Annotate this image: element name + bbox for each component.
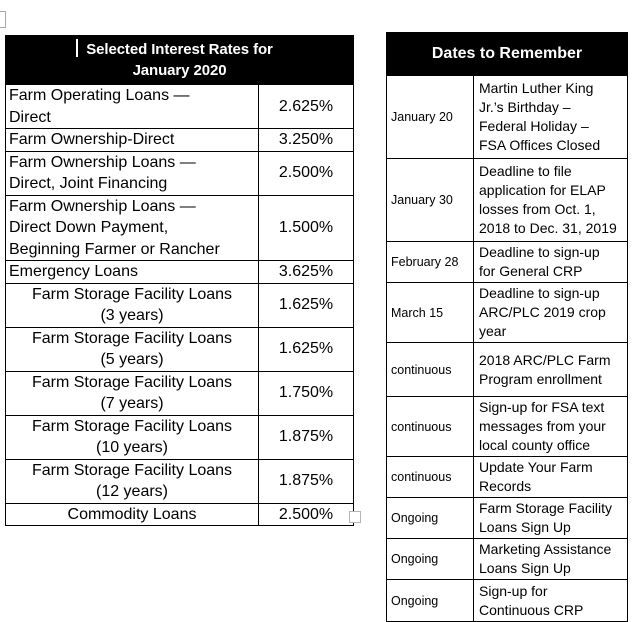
loan-name-cell: Farm Storage Facility Loans (12 years) xyxy=(5,458,259,504)
page-edge-fragment xyxy=(0,11,6,28)
date-cell: continuous xyxy=(386,342,474,397)
date-cell: continuous xyxy=(386,456,474,498)
table-row: Farm Ownership-Direct 3.250% xyxy=(5,128,355,152)
loan-name-cell: Farm Storage Facility Loans (3 years) xyxy=(5,282,259,328)
table-row: March 15 Deadline to sign-up ARC/PLC 201… xyxy=(386,282,628,343)
rate-cell: 1.625% xyxy=(257,282,355,328)
table-header-row: Selected Interest Rates for January 2020 xyxy=(4,35,355,85)
text-cursor xyxy=(76,39,78,57)
table-row: Commodity Loans 2.500% xyxy=(5,502,355,526)
event-cell: 2018 ARC/PLC Farm Program enrollment xyxy=(473,342,628,397)
date-cell: Ongoing xyxy=(386,579,474,622)
table-row: Emergency Loans 3.625% xyxy=(5,260,355,284)
rate-cell: 1.875% xyxy=(257,414,355,460)
loan-name-cell: Commodity Loans xyxy=(5,502,259,526)
table-row: Farm Storage Facility Loans (12 years) 1… xyxy=(5,458,355,504)
rate-cell: 2.500% xyxy=(257,502,355,526)
date-cell: January 30 xyxy=(386,158,474,242)
loan-name-cell: Emergency Loans xyxy=(5,260,259,284)
date-cell: Ongoing xyxy=(386,497,474,539)
event-cell: Marketing Assistance Loans Sign Up xyxy=(473,538,628,580)
table-row: Farm Storage Facility Loans (5 years) 1.… xyxy=(5,326,355,372)
loan-name-cell: Farm Operating Loans — Direct xyxy=(5,84,259,129)
table-row: Ongoing Sign-up for Continuous CRP xyxy=(386,579,628,622)
table-row: continuous Update Your Farm Records xyxy=(386,456,628,498)
loan-name-cell: Farm Storage Facility Loans (5 years) xyxy=(5,326,259,372)
dates-table: Dates to Remember January 20 Martin Luth… xyxy=(386,32,628,622)
table-header-row: Dates to Remember xyxy=(386,32,628,76)
event-cell: Update Your Farm Records xyxy=(473,456,628,498)
date-cell: March 15 xyxy=(386,282,474,343)
rate-cell: 2.500% xyxy=(257,150,355,196)
event-cell: Deadline to sign-up ARC/PLC 2019 crop ye… xyxy=(473,282,628,343)
table-row: Ongoing Marketing Assistance Loans Sign … xyxy=(386,538,628,580)
rate-cell: 1.500% xyxy=(257,194,355,261)
table-row: February 28 Deadline to sign-up for Gene… xyxy=(386,241,628,283)
event-cell: Deadline to sign-up for General CRP xyxy=(473,241,628,283)
table-row: continuous 2018 ARC/PLC Farm Program enr… xyxy=(386,342,628,397)
table-row: Farm Storage Facility Loans (3 years) 1.… xyxy=(5,282,355,328)
rate-cell: 1.750% xyxy=(257,370,355,416)
table-row: January 20 Martin Luther King Jr.’s Birt… xyxy=(386,75,628,159)
rate-cell: 3.625% xyxy=(257,260,355,284)
date-cell: February 28 xyxy=(386,241,474,283)
table-row: continuous Sign-up for FSA text messages… xyxy=(386,396,628,457)
table-row: Farm Storage Facility Loans (10 years) 1… xyxy=(5,414,355,460)
interest-table-header: Selected Interest Rates for January 2020 xyxy=(4,35,355,85)
table-row: Farm Ownership Loans — Direct, Joint Fin… xyxy=(5,150,355,196)
table-row: Farm Operating Loans — Direct 2.625% xyxy=(5,84,355,129)
interest-rates-table: Selected Interest Rates for January 2020… xyxy=(4,35,355,526)
loan-name-cell: Farm Ownership Loans — Direct, Joint Fin… xyxy=(5,150,259,196)
loan-name-cell: Farm Ownership Loans — Direct Down Payme… xyxy=(5,194,259,261)
table-row: Farm Ownership Loans — Direct Down Payme… xyxy=(5,194,355,261)
table-row: Ongoing Farm Storage Facility Loans Sign… xyxy=(386,497,628,539)
loan-name-cell: Farm Storage Facility Loans (7 years) xyxy=(5,370,259,416)
dates-table-header: Dates to Remember xyxy=(386,32,628,76)
rate-cell: 3.250% xyxy=(257,128,355,152)
date-cell: Ongoing xyxy=(386,538,474,580)
rate-cell: 1.875% xyxy=(257,458,355,504)
date-cell: January 20 xyxy=(386,75,474,159)
loan-name-cell: Farm Ownership-Direct xyxy=(5,128,259,152)
rate-cell: 2.625% xyxy=(257,84,355,129)
event-cell: Martin Luther King Jr.’s Birthday – Fede… xyxy=(473,75,628,159)
loan-name-cell: Farm Storage Facility Loans (10 years) xyxy=(5,414,259,460)
event-cell: Deadline to file application for ELAP lo… xyxy=(473,158,628,242)
event-cell: Sign-up for Continuous CRP xyxy=(473,579,628,622)
table-resize-handle[interactable] xyxy=(349,511,361,523)
event-cell: Farm Storage Facility Loans Sign Up xyxy=(473,497,628,539)
table-row: Farm Storage Facility Loans (7 years) 1.… xyxy=(5,370,355,416)
table-row: January 30 Deadline to file application … xyxy=(386,158,628,242)
event-cell: Sign-up for FSA text messages from your … xyxy=(473,396,628,457)
rate-cell: 1.625% xyxy=(257,326,355,372)
date-cell: continuous xyxy=(386,396,474,457)
